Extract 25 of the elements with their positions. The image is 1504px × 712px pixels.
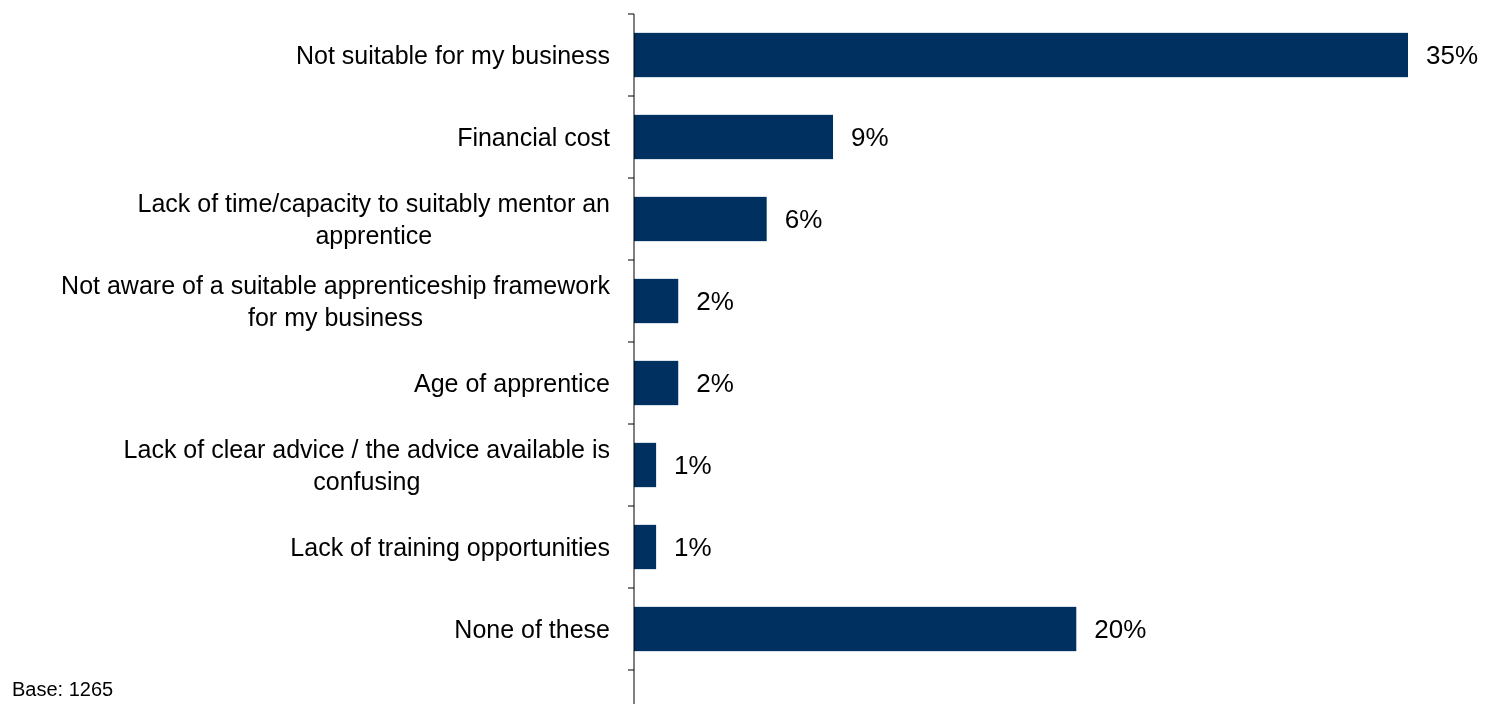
bar: [634, 606, 1077, 652]
data-label: 1%: [674, 532, 712, 563]
bar: [634, 114, 834, 160]
bar: [634, 196, 767, 242]
bar: [634, 278, 679, 324]
y-tick-label: Lack of time/capacity to suitably mentor an apprentice: [137, 188, 610, 249]
data-label: 2%: [696, 368, 734, 399]
bar: [634, 442, 657, 488]
bar: [634, 32, 1408, 78]
y-tick-label: Not aware of a suitable apprenticeship framework for my business: [61, 270, 611, 331]
y-tick-label: Age of apprentice: [414, 368, 611, 397]
text: Base: 1265: [12, 678, 114, 700]
y-tick-label: Not suitable for my business: [295, 40, 610, 69]
data-label: 6%: [784, 204, 823, 235]
data-label: 1%: [674, 450, 712, 481]
y-tick-label: Lack of training opportunities: [290, 532, 611, 561]
data-label: 20%: [1094, 614, 1147, 645]
y-tick-label: Lack of clear advice / the advice available is confusing: [123, 434, 611, 495]
y-tick-label: None of these: [454, 614, 610, 643]
data-label: 9%: [851, 122, 889, 153]
bar: [634, 524, 657, 570]
data-label: 2%: [696, 286, 734, 317]
bar: [634, 360, 679, 406]
data-label: 35%: [1426, 40, 1479, 71]
y-tick-label: Financial cost: [457, 122, 611, 151]
